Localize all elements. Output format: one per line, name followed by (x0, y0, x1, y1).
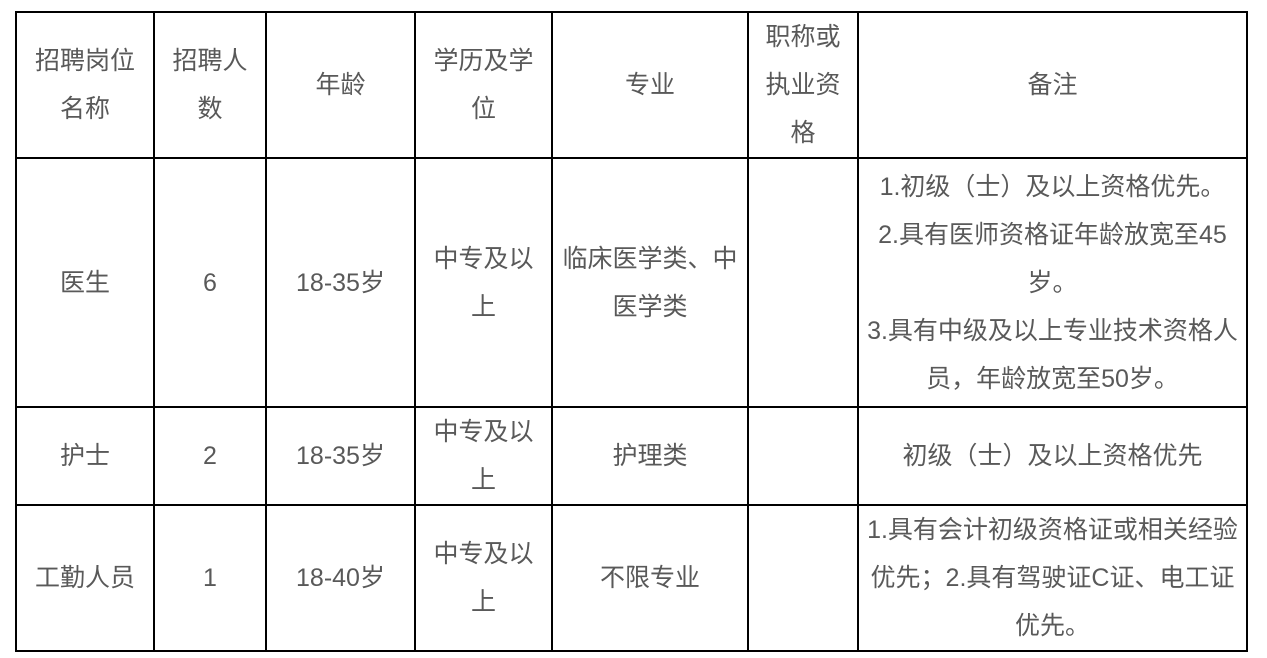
cell-major: 护理类 (551, 406, 749, 506)
cell-position: 医生 (15, 157, 155, 408)
cell-remarks: 1.初级（士）及以上资格优先。 2.具有医师资格证年龄放宽至45岁。 3.具有中… (857, 157, 1248, 408)
cell-position: 护士 (15, 406, 155, 506)
column-header-qualification: 职称或执业资格 (747, 11, 859, 159)
cell-age: 18-35岁 (265, 406, 416, 506)
table-row: 医生 6 18-35岁 中专及以上 临床医学类、中医学类 1.初级（士）及以上资… (15, 157, 1248, 408)
cell-education: 中专及以上 (414, 504, 553, 652)
column-header-remarks: 备注 (857, 11, 1248, 159)
table-header-row: 招聘岗位名称 招聘人数 年龄 学历及学位 专业 职称或执业资格 备注 (15, 11, 1248, 159)
cell-remarks: 初级（士）及以上资格优先 (857, 406, 1248, 506)
cell-position: 工勤人员 (15, 504, 155, 652)
cell-headcount: 1 (153, 504, 267, 652)
recruitment-table-container: 招聘岗位名称 招聘人数 年龄 学历及学位 专业 职称或执业资格 备注 医生 6 … (15, 11, 1248, 652)
cell-headcount: 2 (153, 406, 267, 506)
cell-headcount: 6 (153, 157, 267, 408)
column-header-major: 专业 (551, 11, 749, 159)
recruitment-table: 招聘岗位名称 招聘人数 年龄 学历及学位 专业 职称或执业资格 备注 医生 6 … (15, 11, 1248, 652)
cell-education: 中专及以上 (414, 406, 553, 506)
cell-qualification (747, 157, 859, 408)
column-header-age: 年龄 (265, 11, 416, 159)
table-row: 工勤人员 1 18-40岁 中专及以上 不限专业 1.具有会计初级资格证或相关经… (15, 504, 1248, 652)
column-header-position: 招聘岗位名称 (15, 11, 155, 159)
cell-major: 不限专业 (551, 504, 749, 652)
cell-remarks: 1.具有会计初级资格证或相关经验优先；2.具有驾驶证C证、电工证优先。 (857, 504, 1248, 652)
cell-age: 18-40岁 (265, 504, 416, 652)
cell-age: 18-35岁 (265, 157, 416, 408)
cell-education: 中专及以上 (414, 157, 553, 408)
column-header-headcount: 招聘人数 (153, 11, 267, 159)
cell-qualification (747, 504, 859, 652)
cell-major: 临床医学类、中医学类 (551, 157, 749, 408)
column-header-education: 学历及学位 (414, 11, 553, 159)
cell-qualification (747, 406, 859, 506)
table-row: 护士 2 18-35岁 中专及以上 护理类 初级（士）及以上资格优先 (15, 406, 1248, 506)
